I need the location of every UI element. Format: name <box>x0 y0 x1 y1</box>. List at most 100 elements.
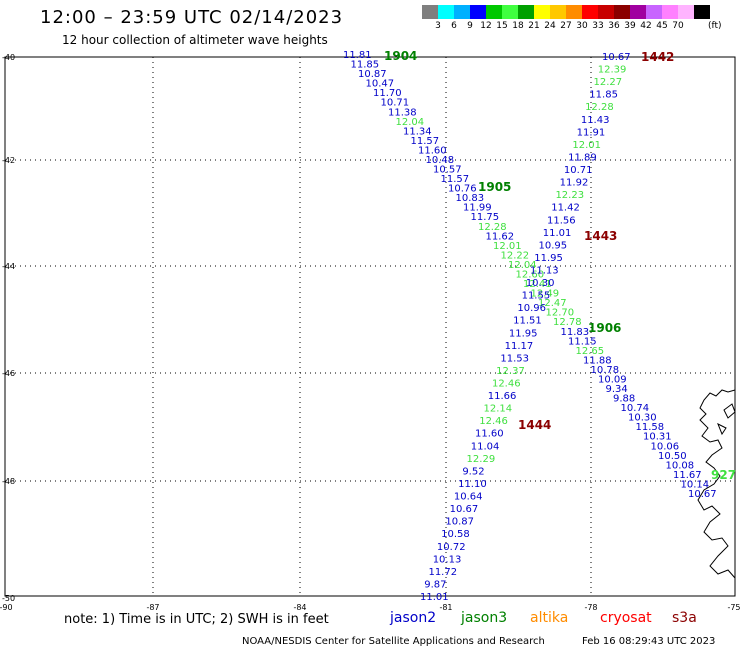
swh-value-track-a: 12.49 <box>531 289 560 300</box>
swh-value-track-b: 11.60 <box>475 429 504 440</box>
legend-s3a: s3a <box>672 610 697 626</box>
swh-value-track-b: 11.04 <box>471 441 500 452</box>
pass-number: 1442 <box>641 50 674 64</box>
legend-jason3: jason3 <box>461 610 508 626</box>
swh-value-track-b: 11.56 <box>547 215 576 226</box>
swh-value-track-b: 10.95 <box>539 240 568 251</box>
color-scale-label: 45 <box>656 21 668 31</box>
color-scale-label: 39 <box>624 21 636 31</box>
legend-jason2: jason2 <box>390 610 437 626</box>
swh-value-track-a: 9.34 <box>606 384 628 395</box>
swh-value-track-b: 11.95 <box>534 253 563 264</box>
swh-value-track-b: 11.51 <box>513 316 542 327</box>
swh-value-track-b: 12.37 <box>496 366 525 377</box>
color-scale-bar <box>422 5 710 19</box>
swh-value-track-b: 12.39 <box>598 65 627 76</box>
swh-value-track-b: 11.13 <box>530 265 559 276</box>
color-swatch <box>422 5 438 19</box>
map-frame <box>4 56 736 597</box>
coastline <box>697 389 736 579</box>
legend-cryosat: cryosat <box>600 610 652 626</box>
swh-value-track-a: 12.04 <box>396 117 425 128</box>
swh-value-track-b: 11.01 <box>543 228 572 239</box>
swh-value-track-a: 12.47 <box>538 298 567 309</box>
swh-value-track-a: 10.08 <box>666 460 695 471</box>
color-scale-unit: (ft) <box>708 21 722 31</box>
color-scale-label: 36 <box>608 21 620 31</box>
swh-value-track-b: 10.71 <box>564 165 593 176</box>
swh-value-track-b: 12.27 <box>594 77 623 88</box>
swh-value-track-a: 11.57 <box>411 136 440 147</box>
swh-value-track-b: 11.95 <box>509 328 538 339</box>
swh-value-track-a: 11.83 <box>561 327 590 338</box>
swh-value-track-a: 10.50 <box>658 451 687 462</box>
color-swatch <box>598 5 614 19</box>
pass-number: 1444 <box>518 418 551 432</box>
swh-value-track-a: 11.15 <box>568 336 597 347</box>
swh-value-track-a: 10.76 <box>448 184 477 195</box>
swh-value-track-b: 12.28 <box>585 102 614 113</box>
swh-value-track-a: 10.74 <box>621 403 650 414</box>
longitude-label: -78 <box>584 603 597 612</box>
swh-value-track-b: 10.87 <box>445 517 474 528</box>
swh-value-track-a: 11.85 <box>351 60 380 71</box>
swh-value-track-a: 10.06 <box>651 441 680 452</box>
longitude-label: -75 <box>727 603 740 612</box>
swh-value-track-a: 12.65 <box>576 346 605 357</box>
swh-value-track-a: 10.67 <box>688 489 717 500</box>
color-scale-label: 15 <box>496 21 508 31</box>
color-swatch <box>646 5 662 19</box>
color-swatch <box>662 5 678 19</box>
color-swatch <box>614 5 630 19</box>
swh-value-track-a: 10.14 <box>681 479 710 490</box>
swh-value-track-a: 10.83 <box>456 193 485 204</box>
legend-note: note: 1) Time is in UTC; 2) SWH is in fe… <box>64 612 329 627</box>
swh-value-track-b: 11.10 <box>458 479 487 490</box>
color-swatch <box>534 5 550 19</box>
color-scale-label: 21 <box>528 21 540 31</box>
longitude-label: -84 <box>293 603 306 612</box>
latitude-label: -42 <box>2 156 15 165</box>
longitude-label: -81 <box>439 603 452 612</box>
color-scale-label: 33 <box>592 21 604 31</box>
swh-value-track-a: 11.62 <box>486 231 515 242</box>
color-swatch <box>438 5 454 19</box>
chart-title: 12:00 – 23:59 UTC 02/14/2023 <box>40 7 344 28</box>
swh-value-track-a: 12.60 <box>516 270 545 281</box>
swh-value-track-a: 12.04 <box>508 260 537 271</box>
swh-value-track-b: 11.42 <box>551 203 580 214</box>
swh-value-track-a: 11.58 <box>636 422 665 433</box>
color-swatch <box>550 5 566 19</box>
color-scale-label: 9 <box>467 21 473 31</box>
swh-value-track-a: 11.88 <box>583 355 612 366</box>
color-swatch <box>486 5 502 19</box>
island-outline <box>717 403 736 436</box>
swh-value-track-a: 10.78 <box>591 365 620 376</box>
swh-value-track-b: 10.67 <box>450 504 479 515</box>
color-swatch <box>470 5 486 19</box>
swh-value-track-b: 11.55 <box>522 291 551 302</box>
pass-number: 1905 <box>478 180 511 194</box>
swh-value-track-b: 11.89 <box>568 152 597 163</box>
swh-value-track-a: 10.09 <box>598 374 627 385</box>
swh-value-track-b: 11.91 <box>577 127 606 138</box>
swh-value-track-b: 9.87 <box>424 579 446 590</box>
color-scale-label: 6 <box>451 21 457 31</box>
swh-value-track-b: 10.96 <box>517 303 546 314</box>
color-scale-label: 70 <box>672 21 684 31</box>
color-swatch <box>454 5 470 19</box>
chart-subtitle: 12 hour collection of altimeter wave hei… <box>62 33 328 47</box>
latitude-label: -44 <box>2 262 15 271</box>
latitude-label: -46 <box>2 369 15 378</box>
footer-timestamp: Feb 16 08:29:43 UTC 2023 <box>582 636 716 647</box>
swh-value-track-a: 11.67 <box>673 470 702 481</box>
legend-altika: altika <box>530 610 569 626</box>
latitude-label: -50 <box>2 594 15 603</box>
swh-value-track-a: 12.70 <box>546 308 575 319</box>
swh-value-track-b: 10.30 <box>526 278 555 289</box>
swh-value-track-b: 10.64 <box>454 492 483 503</box>
longitude-label: -87 <box>146 603 159 612</box>
swh-value-track-a: 10.47 <box>366 79 395 90</box>
swh-value-track-a: 11.99 <box>463 203 492 214</box>
swh-value-track-b: 11.01 <box>420 592 449 603</box>
